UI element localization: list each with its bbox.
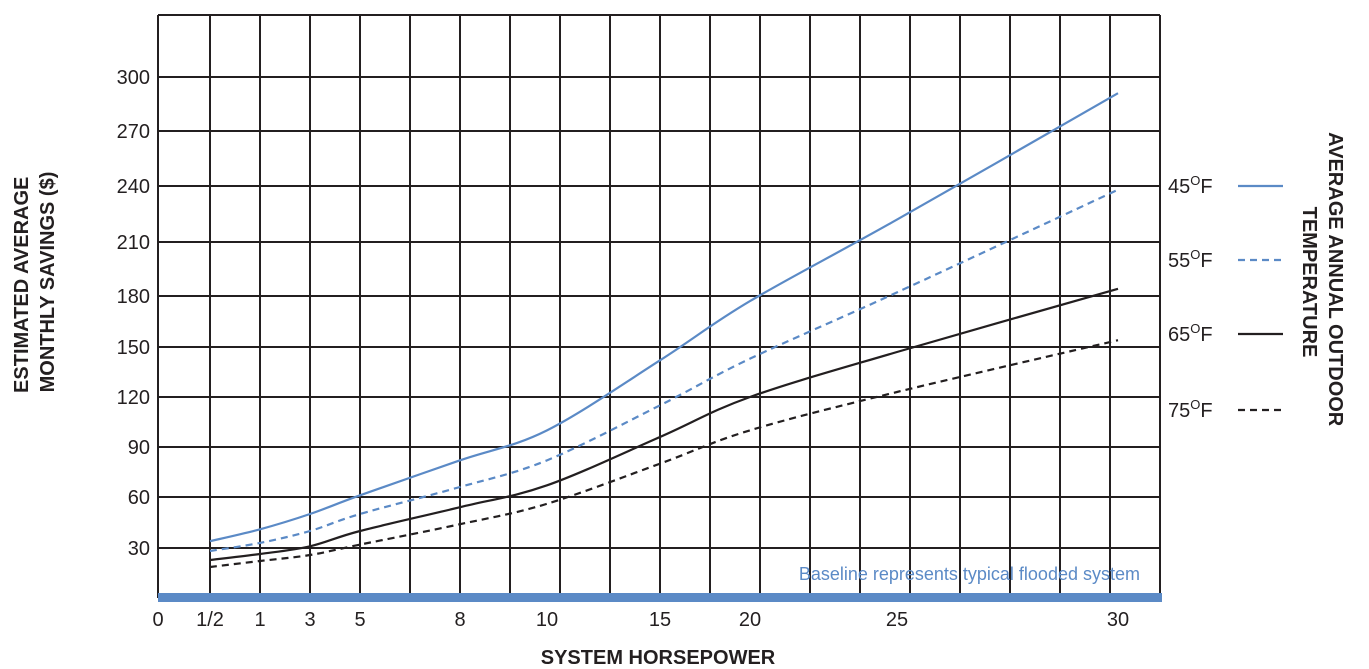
- legend-item-45F: 45OF: [1168, 173, 1283, 198]
- baseline-layer: [158, 593, 1162, 602]
- x-tick-label-1: 1/2: [196, 609, 224, 631]
- x-tick-label-0: 0: [152, 609, 163, 631]
- y-tick-label-4: 150: [117, 337, 150, 359]
- y-axis-title: ESTIMATED AVERAGE MONTHLY SAVINGS ($): [11, 171, 59, 393]
- y-tick-label-1: 60: [128, 487, 150, 509]
- legend-title: AVERAGE ANNUAL OUTDOOR TEMPERATURE: [1298, 132, 1346, 432]
- legend-item-75F: 75OF: [1168, 397, 1283, 422]
- baseline-bar: [158, 593, 1162, 602]
- legend-title-line-1: AVERAGE ANNUAL OUTDOOR: [1324, 132, 1346, 427]
- series-line-55F: [209, 188, 1119, 553]
- x-tick-label-5: 8: [454, 609, 465, 631]
- legend-label: 55OF: [1168, 247, 1213, 272]
- x-tick-label-7: 15: [649, 609, 671, 631]
- baseline-note: Baseline represents typical flooded syst…: [799, 564, 1140, 584]
- legend-label: 75OF: [1168, 397, 1213, 422]
- x-tick-label-6: 10: [536, 609, 558, 631]
- x-tick-label-4: 5: [354, 609, 365, 631]
- y-tick-label-7: 240: [117, 176, 150, 198]
- legend-title-line-2: TEMPERATURE: [1298, 207, 1320, 358]
- y-tick-label-9: 300: [117, 67, 150, 89]
- chart-grid: [157, 14, 1161, 598]
- x-tick-labels: 0 1/2 1 3 5 8 10 15 20 25 30: [152, 609, 1129, 631]
- y-tick-label-6: 210: [117, 232, 150, 254]
- series-line-45F: [209, 92, 1119, 543]
- y-tick-labels: 30 60 90 120 150 180 210 240 270 300: [117, 67, 150, 560]
- x-tick-label-10: 30: [1107, 609, 1129, 631]
- y-tick-label-5: 180: [117, 286, 150, 308]
- y-axis-title-line-2: MONTHLY SAVINGS ($): [37, 172, 59, 393]
- legend-item-55F: 55OF: [1168, 247, 1283, 272]
- series-line-65F: [209, 287, 1119, 562]
- y-tick-label-2: 90: [128, 437, 150, 459]
- x-axis-title: SYSTEM HORSEPOWER: [541, 647, 776, 669]
- y-tick-label-3: 120: [117, 387, 150, 409]
- series-line-75F: [209, 339, 1119, 569]
- x-tick-label-3: 3: [304, 609, 315, 631]
- y-tick-label-0: 30: [128, 538, 150, 560]
- x-tick-label-2: 1: [254, 609, 265, 631]
- series-layer: [209, 92, 1119, 569]
- x-tick-label-8: 20: [739, 609, 761, 631]
- y-tick-label-8: 270: [117, 121, 150, 143]
- legend-label: 65OF: [1168, 321, 1213, 346]
- legend-label: 45OF: [1168, 173, 1213, 198]
- legend-item-65F: 65OF: [1168, 321, 1283, 346]
- x-tick-label-9: 25: [886, 609, 908, 631]
- legend: 45OF 55OF 65OF 75OF: [1168, 173, 1283, 422]
- y-axis-title-line-1: ESTIMATED AVERAGE: [11, 177, 33, 393]
